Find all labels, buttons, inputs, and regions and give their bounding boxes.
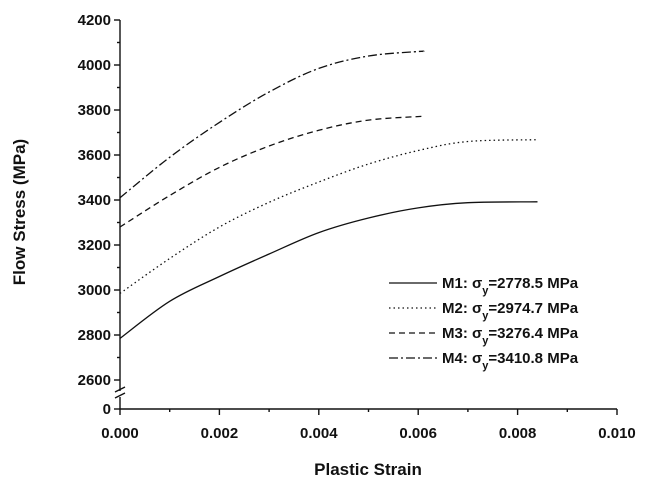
y-tick-label: 4000 [78,57,111,74]
y-axis-break-mark [114,386,126,399]
legend-label-m2: M2: σy=2974.7 MPa [442,300,579,322]
series-line-m1 [119,201,538,339]
series-line-m3 [119,115,424,228]
y-tick-label: 3400 [78,192,111,209]
x-tick-label: 0.004 [300,425,338,442]
axes: 0 2600 2800 3000 3200 3400 3600 3800 4000 4200 0.0… [78,12,636,442]
y-tick-label: 2800 [78,327,111,344]
y-tick-label: 3000 [78,282,111,299]
y-tick-label: 3800 [78,102,111,119]
y-tick-label: 3600 [78,147,111,164]
legend-label-m3: M3: σy=3276.4 MPa [442,325,579,347]
legend-label-m1: M1: σy=2778.5 MPa [442,275,579,297]
x-tick-label: 0.006 [399,425,437,442]
legend-label-m4: M4: σy=3410.8 MPa [442,350,579,372]
y-tick-label: 0 [103,401,111,418]
y-axis-title: Flow Stress (MPa) [10,139,29,285]
series-line-m4 [119,50,425,199]
y-tick-label: 3200 [78,237,111,254]
y-tick-label: 4200 [78,12,111,29]
series-layer [119,50,538,339]
legend: M1: σy=2778.5 MPa M2: σy=2974.7 MPa M3: σy… [389,275,579,372]
y-tick-label: 2600 [78,372,111,389]
x-tick-label: 0.000 [101,425,139,442]
x-tick-label: 0.010 [598,425,636,442]
x-tick-label: 0.002 [201,425,239,442]
x-tick-label: 0.008 [499,425,537,442]
series-line-m2 [119,139,538,294]
x-axis-title: Plastic Strain [314,460,422,479]
